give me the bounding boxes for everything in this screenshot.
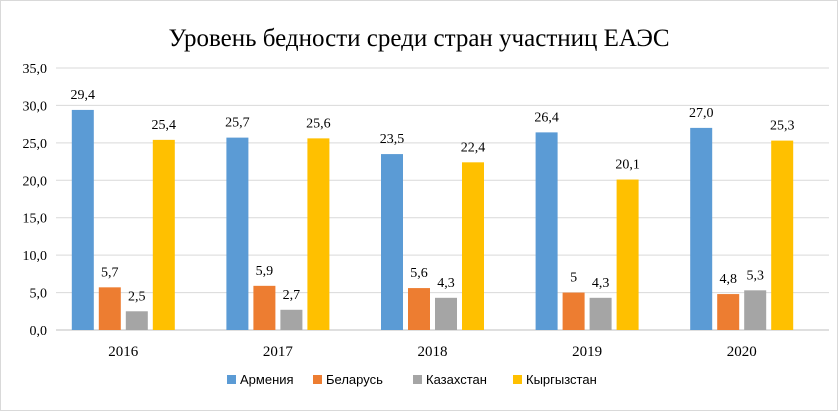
data-label: 2,5 xyxy=(128,289,146,304)
y-tick-label: 0,0 xyxy=(30,324,48,339)
data-label: 25,4 xyxy=(152,118,177,133)
bar-2016-4 xyxy=(152,139,175,330)
data-label: 29,4 xyxy=(71,88,96,103)
bar-2019-3 xyxy=(589,297,612,330)
data-label: 23,5 xyxy=(380,132,405,147)
data-label: 25,6 xyxy=(306,116,331,131)
legend-swatch xyxy=(413,375,422,384)
data-label: 5 xyxy=(570,271,577,286)
y-tick-label: 30,0 xyxy=(23,99,48,114)
bar-2019-4 xyxy=(616,179,639,330)
bar-2018-2 xyxy=(408,288,430,330)
x-tick-label: 2017 xyxy=(263,344,294,360)
x-tick-label: 2019 xyxy=(572,344,602,360)
legend-swatch xyxy=(227,375,236,384)
data-label: 4,3 xyxy=(592,276,610,291)
data-label: 5,9 xyxy=(256,264,274,279)
bar-2017-2 xyxy=(253,285,276,330)
y-tick-label: 35,0 xyxy=(23,62,48,77)
y-tick-label: 20,0 xyxy=(23,174,48,189)
data-label: 5,6 xyxy=(410,266,428,281)
data-label: 27,0 xyxy=(689,106,714,121)
bar-2020-1 xyxy=(690,127,713,330)
x-tick-label: 2018 xyxy=(418,344,448,360)
x-tick-label: 2020 xyxy=(727,344,757,360)
x-axis-tick-labels: 2016 2017 2018 2019 2020 xyxy=(108,344,756,360)
data-label: 5,3 xyxy=(746,268,764,283)
bar-2016-3 xyxy=(125,311,148,330)
data-label: 26,4 xyxy=(534,110,559,125)
data-label: 25,3 xyxy=(770,119,795,134)
data-label: 2,7 xyxy=(283,288,301,303)
legend-label: Армения xyxy=(240,372,294,387)
legend-swatch xyxy=(313,375,322,384)
legend-swatch xyxy=(513,375,522,384)
legend: Армения Беларусь Казахстан Кыргызстан xyxy=(227,372,597,387)
data-label: 5,7 xyxy=(101,265,119,280)
legend-label: Беларусь xyxy=(326,372,383,387)
bar-2020-3 xyxy=(744,290,767,330)
bar-2017-3 xyxy=(280,309,303,330)
bars xyxy=(71,109,794,330)
y-axis-tick-labels: 0,0 5,0 10,0 15,0 20,0 25,0 30,0 35,0 xyxy=(23,62,48,339)
bar-2016-2 xyxy=(98,287,121,330)
bar-2019-1 xyxy=(535,132,558,330)
x-tick-label: 2016 xyxy=(108,344,139,360)
y-tick-label: 25,0 xyxy=(23,137,48,152)
legend-label: Казахстан xyxy=(426,372,487,387)
bar-2020-2 xyxy=(717,294,740,330)
bar-2018-4 xyxy=(462,162,484,330)
data-label: 22,4 xyxy=(461,140,486,155)
y-tick-label: 5,0 xyxy=(30,287,48,302)
data-labels: 29,4 5,7 2,5 25,4 25,7 5,9 2,7 25,6 23,5 5,6 4,3 22… xyxy=(71,88,795,304)
data-label: 25,7 xyxy=(225,116,250,131)
bar-2018-1 xyxy=(381,154,403,330)
gridlines xyxy=(56,67,829,331)
data-label: 20,1 xyxy=(615,158,640,173)
data-label: 4,3 xyxy=(437,276,455,291)
chart-title: Уровень бедности среди стран участниц ЕА… xyxy=(168,25,669,52)
bar-2017-4 xyxy=(307,138,330,330)
bar-2017-1 xyxy=(226,137,249,330)
bar-2016-1 xyxy=(71,109,94,330)
bar-2018-3 xyxy=(435,297,457,330)
y-tick-label: 15,0 xyxy=(23,212,48,227)
data-label: 4,8 xyxy=(719,272,737,287)
legend-label: Кыргызстан xyxy=(526,372,597,387)
bar-2019-2 xyxy=(562,292,585,330)
y-tick-label: 10,0 xyxy=(23,249,48,264)
bar-2020-4 xyxy=(771,140,794,330)
